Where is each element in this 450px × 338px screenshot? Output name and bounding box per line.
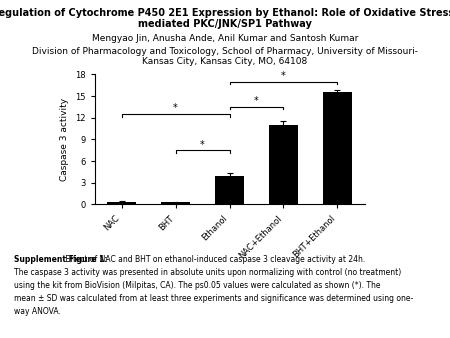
Y-axis label: Caspase 3 activity: Caspase 3 activity xyxy=(60,98,69,181)
Text: Regulation of Cytochrome P450 2E1 Expression by Ethanol: Role of Oxidative Stres: Regulation of Cytochrome P450 2E1 Expres… xyxy=(0,8,450,19)
Text: mediated PKC/JNK/SP1 Pathway: mediated PKC/JNK/SP1 Pathway xyxy=(138,19,312,29)
Bar xyxy=(215,175,244,204)
Text: Kansas City, Kansas City, MO, 64108: Kansas City, Kansas City, MO, 64108 xyxy=(142,57,308,67)
Text: Mengyao Jin, Anusha Ande, Anil Kumar and Santosh Kumar: Mengyao Jin, Anusha Ande, Anil Kumar and… xyxy=(92,34,358,43)
Bar xyxy=(269,125,298,204)
Text: *: * xyxy=(254,96,259,106)
Text: way ANOVA.: way ANOVA. xyxy=(14,307,60,316)
Bar xyxy=(161,202,190,204)
Bar xyxy=(107,202,136,204)
Text: The caspase 3 activity was presented in absolute units upon normalizing with con: The caspase 3 activity was presented in … xyxy=(14,268,401,277)
Text: Supplement Figure 1:: Supplement Figure 1: xyxy=(14,255,107,264)
Text: *: * xyxy=(281,71,286,81)
Text: *: * xyxy=(173,103,178,114)
Text: Effect of NAC and BHT on ethanol-induced caspase 3 cleavage activity at 24h.: Effect of NAC and BHT on ethanol-induced… xyxy=(63,255,365,264)
Text: mean ± SD was calculated from at least three experiments and significance was de: mean ± SD was calculated from at least t… xyxy=(14,294,413,303)
Text: Division of Pharmacology and Toxicology, School of Pharmacy, University of Misso: Division of Pharmacology and Toxicology,… xyxy=(32,47,418,56)
Text: *: * xyxy=(200,140,205,149)
Bar xyxy=(323,92,352,204)
Text: using the kit from BioVision (Milpitas, CA). The ps0.05 values were calculated a: using the kit from BioVision (Milpitas, … xyxy=(14,281,380,290)
